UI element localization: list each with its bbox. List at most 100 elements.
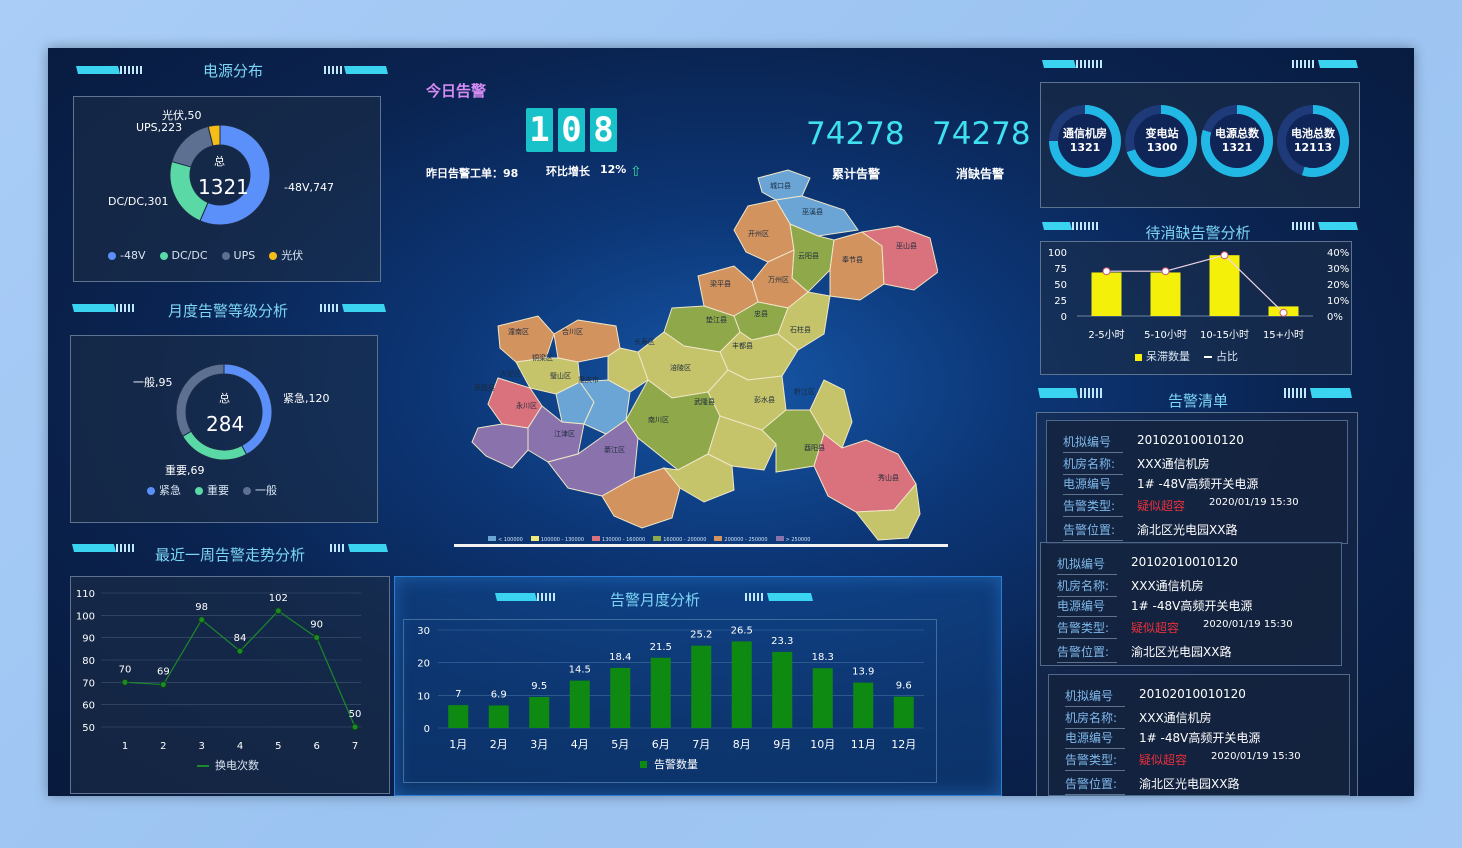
legend-item-ratio[interactable]: 占比 [1204, 348, 1238, 364]
map-region[interactable] [527, 405, 585, 463]
bar[interactable] [448, 705, 469, 728]
x-tick-label: 2-5小时 [1088, 329, 1124, 341]
data-label: 9.5 [531, 681, 547, 692]
monthly-alarm-panel: 告警月度分析 0 10 20 30 7 1月 6.9 2月 9.5 3月 14.5 4月 18.4 5月 2… [394, 576, 1002, 796]
power-dist-legend: -48V DC/DC UPS 光伏 [108, 247, 303, 263]
bar[interactable] [731, 641, 752, 728]
y-tick-label: 100 [76, 611, 95, 622]
monthly-alarm-chart-frame: 0 10 20 30 7 1月 6.9 2月 9.5 3月 14.5 4月 18.4 5月 21.5 6月 25… [403, 619, 937, 783]
map-label: 武隆县 [694, 397, 715, 406]
x-tick-label: 11月 [851, 738, 876, 751]
monthly-level-panel: 一般,95 紧急,120 重要,69 总 284 紧急 重要 一般 [70, 335, 378, 523]
yesterday-alarm: 昨日告警工单：98 [426, 167, 519, 180]
pending-panel: 100 40% 75 30% 50 20% 25 10% 0 0% 2-5小时 5-10小时 10-15… [1040, 241, 1352, 375]
bar[interactable] [569, 680, 590, 728]
map-label: 重庆市 [578, 375, 599, 384]
legend-item-dcdc[interactable]: DC/DC [159, 249, 208, 262]
map-label: 万州区 [768, 276, 789, 284]
data-point[interactable] [121, 678, 129, 686]
data-point[interactable] [274, 607, 282, 615]
map-region[interactable] [855, 482, 921, 541]
ratio-point[interactable] [1102, 267, 1111, 276]
map-region[interactable] [860, 225, 938, 291]
bar[interactable] [691, 645, 712, 728]
chongqing-map: 城口县 巫溪县 开州区 云阳县 奉节县 巫山县 万州区 梁平县 忠县 垫江县 石… [471, 169, 938, 541]
data-point[interactable] [159, 681, 167, 689]
donut-center-label: 总 [214, 155, 225, 168]
y-right-tick-label: 40% [1327, 248, 1349, 259]
y-tick-label: 110 [76, 589, 95, 600]
alarm-list-title: 告警清单 [1167, 391, 1228, 410]
ratio-point[interactable] [1220, 251, 1229, 260]
map-label: 铜梁区 [532, 353, 553, 362]
map-region[interactable] [813, 433, 917, 513]
legend-item-ups[interactable]: UPS [221, 249, 255, 262]
pie-label-solar: 光伏,50 [162, 109, 202, 122]
bar[interactable] [650, 657, 671, 728]
x-tick-label: 5-10小时 [1144, 329, 1187, 341]
ring-inner [1286, 114, 1340, 168]
ring-inner [1058, 114, 1112, 168]
data-label: 6.9 [491, 689, 507, 700]
data-point[interactable] [313, 634, 321, 642]
ring-label: 电源总数 1321 [1215, 127, 1259, 154]
map-label: 云阳县 [798, 251, 819, 260]
y-tick-label: 60 [82, 701, 95, 712]
title-decoration [72, 544, 388, 552]
ratio-point[interactable] [1161, 267, 1170, 276]
map-label: 石柱县 [790, 325, 811, 334]
legend-item-urgent[interactable]: 紧急 [147, 482, 181, 498]
bar[interactable] [488, 705, 509, 728]
x-tick-label: 1月 [449, 738, 467, 751]
map-legend-item[interactable]: 130000 - 160000 [592, 536, 645, 543]
ratio-point[interactable] [1279, 308, 1288, 317]
map-legend-item[interactable]: 200000 - 250000 [714, 536, 768, 543]
map-label: 长寿区 [634, 337, 655, 346]
bar[interactable] [1091, 272, 1122, 316]
data-point[interactable] [351, 723, 359, 731]
pie-slice[interactable] [223, 363, 273, 456]
bar[interactable] [610, 667, 631, 728]
map-label: 大足区 [500, 369, 521, 378]
y-tick-label: 90 [82, 634, 95, 645]
map-region[interactable] [662, 453, 735, 503]
legend-label[interactable]: 告警数量 [654, 757, 698, 771]
alarm-card[interactable]: 机拟编号 20102010010120 机房名称: XXX通信机房 电源编号 1# -… [1040, 542, 1342, 666]
legend-item-important[interactable]: 重要 [195, 482, 229, 498]
data-point[interactable] [198, 616, 206, 624]
pie-slice[interactable] [207, 124, 221, 147]
map-label: 梁平县 [710, 279, 731, 288]
map-region[interactable] [601, 467, 681, 529]
alarm-card[interactable]: 机拟编号 20102010010120 机房名称: XXX通信机房 电源编号 1# -… [1046, 420, 1348, 544]
bar[interactable] [893, 696, 914, 728]
bar[interactable] [812, 668, 833, 728]
map-region[interactable] [471, 423, 529, 469]
bar[interactable] [772, 651, 793, 728]
bar[interactable] [1150, 272, 1181, 316]
bar[interactable] [1209, 255, 1240, 316]
x-tick-label: 5月 [611, 738, 629, 751]
week-trend-chart: 110 100 90 80 70 60 50 70 1 69 2 98 3 84 4 102 5 90 6 50 7 [76, 589, 361, 752]
map-region[interactable] [515, 357, 581, 395]
map-legend-item[interactable]: < 100000 [488, 536, 523, 543]
title-decoration [1042, 60, 1358, 68]
legend-item-stagnant[interactable]: 呆滞数量 [1135, 348, 1190, 364]
pie-slice[interactable] [199, 124, 271, 226]
pie-slice[interactable] [175, 363, 225, 437]
x-tick-label: 3 [198, 741, 204, 752]
week-trend-legend[interactable]: 换电次数 [197, 757, 259, 773]
data-point[interactable] [236, 647, 244, 655]
bar[interactable] [853, 682, 874, 728]
bar[interactable] [529, 696, 550, 728]
legend-item-normal[interactable]: 一般 [243, 482, 277, 498]
alarm-card[interactable]: 机拟编号 20102010010120 机房名称: XXX通信机房 电源编号 1# -… [1048, 674, 1350, 796]
data-label: 21.5 [650, 642, 672, 653]
map-legend-item[interactable]: > 250000 [775, 536, 810, 543]
map-label: 丰都县 [732, 341, 753, 350]
y-tick-label: 30 [417, 626, 430, 637]
map-legend-item[interactable]: 100000 - 130000 [530, 536, 584, 543]
y-tick-label: 50 [1054, 280, 1067, 291]
map-legend-item[interactable]: 160000 - 200000 [653, 536, 706, 543]
legend-item-48v[interactable]: -48V [108, 249, 146, 262]
legend-item-solar[interactable]: 光伏 [269, 247, 303, 263]
